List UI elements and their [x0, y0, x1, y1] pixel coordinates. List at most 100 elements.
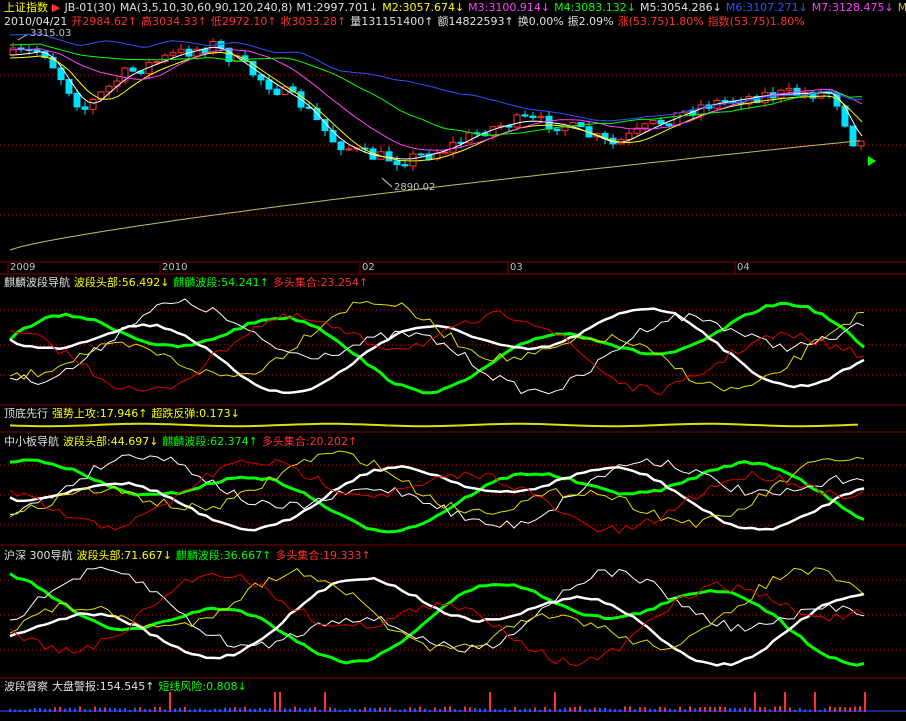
code: JB-01(30) — [64, 1, 116, 14]
candle-body — [105, 85, 113, 93]
item: 波段头部:56.492↓ — [74, 276, 170, 289]
title: 沪深 300导航 — [4, 549, 73, 562]
candle-body — [721, 100, 729, 103]
candle-body — [641, 123, 649, 129]
ma-value: M5:3054.286↓ — [639, 1, 722, 14]
item: 短线风险:0.808↓ — [158, 680, 247, 693]
candle-body — [65, 79, 73, 94]
item: 波段头部:44.697↓ — [63, 435, 159, 448]
oscillator-line — [9, 454, 865, 529]
panel-title: 顶底先行 强势上攻:17.946↑ 超跌反弹:0.173↓ — [4, 407, 244, 420]
volume: 量131151400↑ — [350, 15, 434, 28]
ma-line — [9, 48, 863, 151]
oscillator-line — [9, 300, 865, 392]
item: 麒麟波段:54.241↑ — [173, 276, 269, 289]
item: 麒麟波段:62.374↑ — [162, 435, 258, 448]
ma: MA(3,5,10,30,60,90,120,240,8) — [119, 1, 293, 14]
title: 波段督察 — [4, 680, 48, 693]
ma-value: M7:3128.475↓ — [811, 1, 894, 14]
candle-body — [625, 132, 633, 141]
oscillator-line — [8, 302, 865, 395]
candle-body — [129, 67, 137, 72]
candle-body — [169, 52, 177, 56]
candle-body — [145, 61, 153, 75]
candle-body — [417, 153, 425, 156]
arrow-icon[interactable]: ▶ — [52, 1, 61, 14]
item: 多头集合:19.333↑ — [275, 549, 371, 562]
oscillator-line — [9, 298, 865, 395]
candle-body — [57, 67, 65, 81]
long-ma — [9, 140, 861, 251]
time-label: 02 — [362, 262, 375, 273]
oscillator-line — [9, 465, 865, 532]
candle-body — [265, 79, 273, 90]
ma-value: M8:3029. — [897, 1, 906, 14]
amount: 额14822593↑ — [437, 15, 514, 28]
item: 多头集合:20.202↑ — [261, 435, 358, 448]
candle-body — [401, 164, 409, 167]
oscillator-line — [9, 572, 865, 667]
candle-body — [97, 91, 105, 100]
panel-title: 麒麟波段导航 波段头部:56.492↓ 麒麟波段:54.241↑ 多头集合:23.25… — [4, 276, 372, 289]
time-label: 2009 — [10, 262, 36, 273]
candle-body — [177, 48, 185, 54]
candle-body — [553, 128, 561, 132]
candle-body — [649, 119, 657, 125]
panel-title: 沪深 300导航 波段头部:71.667↓ 麒麟波段:36.667↑ 多头集合:19.… — [4, 549, 375, 562]
candle-body — [513, 114, 521, 128]
ma-value: M6:3107.271↓ — [725, 1, 808, 14]
low-annotation: 2890.02 — [394, 182, 436, 193]
decoration — [0, 33, 906, 712]
candle-body — [113, 80, 121, 87]
annotation-leader — [17, 33, 29, 41]
item: 麒麟波段:36.667↑ — [175, 549, 272, 562]
ma-line — [9, 43, 863, 136]
index-name: 上证指数 — [4, 1, 48, 14]
high: 高3034.33↑ — [141, 15, 207, 28]
signal-line — [9, 422, 859, 428]
candle-body — [385, 151, 393, 162]
panel-borders — [0, 261, 906, 679]
candle-body — [153, 61, 161, 64]
ma-value: M1:2997.701↓ — [296, 1, 379, 14]
candle-body — [73, 92, 81, 108]
oscillator-line — [9, 567, 865, 652]
title: 中小板导航 — [4, 435, 59, 448]
item: 超跌反弹:0.173↓ — [151, 407, 240, 420]
annotation-leader — [381, 177, 393, 188]
candle-body — [393, 160, 401, 166]
high-annotation: 3315.03 — [30, 28, 72, 39]
candle-body — [849, 125, 857, 147]
item: 波段头部:71.667↓ — [76, 549, 172, 562]
candle-body — [537, 115, 545, 119]
candle-body — [321, 119, 329, 132]
candle-body — [841, 105, 849, 127]
cursor-marker — [868, 156, 876, 166]
oscillator-line — [9, 310, 865, 396]
date: 2010/04/21 — [4, 15, 68, 28]
candle-body — [529, 115, 537, 119]
title: 顶底先行 — [4, 407, 48, 420]
oscillator-line — [9, 576, 865, 667]
time-label: 03 — [510, 262, 523, 273]
candle-body — [121, 67, 129, 82]
candle-body — [305, 106, 313, 109]
candle-body — [89, 98, 97, 110]
panel-title: 中小板导航 波段头部:44.697↓ 麒麟波段:62.374↑ 多头集合:20.202… — [4, 435, 361, 448]
panel-title: 波段督察 大盘警报:154.545↑ 短线风险:0.808↓ — [4, 680, 251, 693]
ma-value: M3:3100.914↓ — [468, 1, 551, 14]
candle-body — [561, 126, 569, 132]
oscillator-line — [9, 307, 865, 395]
candle-body — [345, 148, 353, 151]
grid — [0, 74, 906, 651]
oscillator-line — [9, 450, 865, 529]
candle-body — [521, 114, 529, 117]
candle-body — [785, 87, 793, 91]
ma-value: M2:3057.674↓ — [382, 1, 465, 14]
candle-body — [241, 55, 249, 62]
ma-line — [9, 46, 863, 160]
candle-body — [337, 141, 345, 151]
candle-body — [633, 127, 641, 134]
